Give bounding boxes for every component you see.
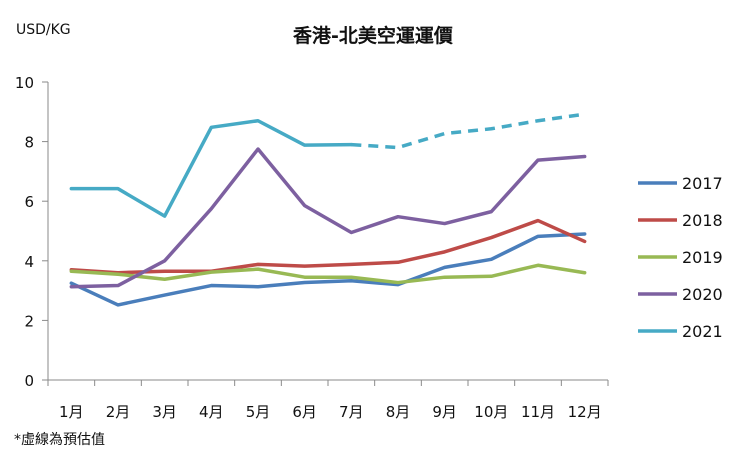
legend-label-2019: 2019 — [682, 248, 723, 267]
legend-label-2018: 2018 — [682, 211, 723, 230]
y-tick-label: 10 — [15, 74, 34, 92]
x-tick-label: 7月 — [339, 403, 364, 421]
y-tick-label: 0 — [24, 372, 34, 390]
x-tick-label: 6月 — [292, 403, 317, 421]
x-tick-label: 11月 — [521, 403, 555, 421]
legend-label-2021: 2021 — [682, 322, 723, 341]
estimate-footnote: *虛線為預估值 — [14, 432, 105, 448]
y-axis-unit-label: USD/KG — [16, 22, 71, 38]
series-layer — [69, 112, 587, 307]
x-tick-label: 5月 — [246, 403, 271, 421]
series-line-2021 — [69, 118, 354, 218]
x-tick-label: 2月 — [106, 403, 131, 421]
x-tick-label: 1月 — [59, 403, 84, 421]
y-tick-label: 4 — [24, 253, 34, 271]
y-tick-label: 8 — [24, 134, 34, 152]
series-line-2017 — [69, 232, 587, 307]
x-tick-label: 3月 — [152, 403, 177, 421]
axes: 0 2 4 6 8 10 1月 2月 3月 4月 5月 6月 7月 8月 9月 10月 11月 12月 — [15, 74, 609, 421]
series-line-2019 — [69, 263, 587, 285]
chart-title: 香港-北美空運運價 — [292, 24, 454, 47]
series-line-2018 — [69, 218, 587, 275]
y-tick-label: 2 — [24, 312, 34, 330]
series-line-2021-estimated — [351, 112, 585, 150]
y-tick-label: 6 — [24, 193, 34, 211]
legend: 2017 2018 2019 2020 2021 — [638, 174, 723, 341]
x-tick-label: 10月 — [474, 403, 508, 421]
x-tick-label: 12月 — [568, 403, 602, 421]
x-tick-label: 8月 — [386, 403, 411, 421]
x-tick-label: 4月 — [199, 403, 224, 421]
legend-label-2017: 2017 — [682, 174, 723, 193]
legend-label-2020: 2020 — [682, 285, 723, 304]
series-line-2020 — [69, 147, 587, 289]
x-tick-label: 9月 — [432, 403, 457, 421]
